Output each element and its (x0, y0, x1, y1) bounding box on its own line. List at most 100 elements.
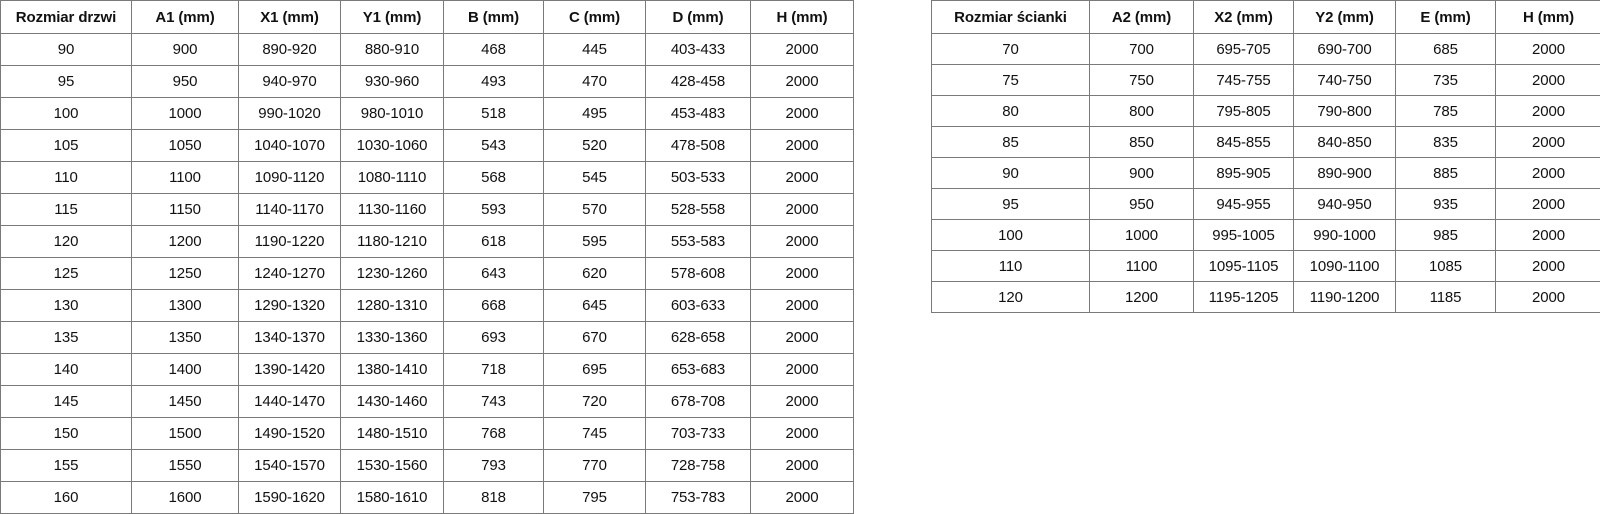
table-cell: 1530-1560 (340, 449, 444, 482)
table-cell: 895-905 (1193, 157, 1294, 189)
table-row: 115 1150 1140-1170 1130-1160 593 570 528-558 20… (0, 193, 854, 226)
table-row: 100 1000 995-1005 990-1000 985 2000 (931, 219, 1600, 251)
column-header-2: X1 (mm) (238, 0, 341, 34)
table-cell: 1185 (1395, 281, 1496, 313)
table-cell: 90 (0, 33, 132, 66)
table-cell: 145 (0, 385, 132, 418)
table-cell: 2000 (750, 321, 854, 354)
column-header-1: A1 (mm) (131, 0, 239, 34)
table-header-row: Rozmiar ścianki A2 (mm) X2 (mm) Y2 (mm) E (m… (931, 0, 1600, 34)
table-cell: 1250 (131, 257, 239, 290)
table-cell: 1095-1105 (1193, 250, 1294, 282)
table-cell: 120 (931, 281, 1090, 313)
table-cell: 753-783 (645, 481, 751, 514)
table-cell: 2000 (750, 353, 854, 386)
table-cell: 1340-1370 (238, 321, 341, 354)
table-cell: 850 (1089, 126, 1194, 158)
table-cell: 720 (543, 385, 646, 418)
table-cell: 2000 (750, 97, 854, 130)
table-cell: 578-608 (645, 257, 751, 290)
column-header-3: Y2 (mm) (1293, 0, 1396, 34)
table-cell: 1350 (131, 321, 239, 354)
table-cell: 685 (1395, 33, 1496, 65)
table-cell: 1040-1070 (238, 129, 341, 162)
table-cell: 593 (443, 193, 544, 226)
table-row: 125 1250 1240-1270 1230-1260 643 620 578-608 20… (0, 257, 854, 290)
table-cell: 1200 (1089, 281, 1194, 313)
table-cell: 930-960 (340, 65, 444, 98)
table-cell: 445 (543, 33, 646, 66)
table-cell: 1450 (131, 385, 239, 418)
table-cell: 1380-1410 (340, 353, 444, 386)
table-cell: 100 (0, 97, 132, 130)
table-cell: 470 (543, 65, 646, 98)
table-row: 120 1200 1190-1220 1180-1210 618 595 553-583 20… (0, 225, 854, 258)
table-cell: 2000 (1495, 188, 1600, 220)
column-header-2: X2 (mm) (1193, 0, 1294, 34)
table-cell: 2000 (1495, 33, 1600, 65)
table-cell: 1195-1205 (1193, 281, 1294, 313)
table-cell: 818 (443, 481, 544, 514)
column-header-5: C (mm) (543, 0, 646, 34)
table-cell: 1100 (1089, 250, 1194, 282)
table-cell: 1000 (131, 97, 239, 130)
table-cell: 990-1000 (1293, 219, 1396, 251)
table-cell: 900 (131, 33, 239, 66)
table-cell: 628-658 (645, 321, 751, 354)
table-cell: 1000 (1089, 219, 1194, 251)
table-row: 80 800 795-805 790-800 785 2000 (931, 95, 1600, 127)
table-cell: 693 (443, 321, 544, 354)
table-cell: 668 (443, 289, 544, 322)
table-cell: 2000 (750, 161, 854, 194)
table-row: 140 1400 1390-1420 1380-1410 718 695 653-683 20… (0, 353, 854, 386)
table-cell: 1150 (131, 193, 239, 226)
column-header-4: B (mm) (443, 0, 544, 34)
table-cell: 115 (0, 193, 132, 226)
table-cell: 795-805 (1193, 95, 1294, 127)
table-cell: 980-1010 (340, 97, 444, 130)
table-cell: 743 (443, 385, 544, 418)
table-cell: 100 (931, 219, 1090, 251)
table-cell: 800 (1089, 95, 1194, 127)
table-cell: 2000 (750, 289, 854, 322)
table-cell: 2000 (750, 129, 854, 162)
table-cell: 770 (543, 449, 646, 482)
table-cell: 790-800 (1293, 95, 1396, 127)
table-row: 75 750 745-755 740-750 735 2000 (931, 64, 1600, 96)
table-row: 90 900 895-905 890-900 885 2000 (931, 157, 1600, 189)
table-cell: 880-910 (340, 33, 444, 66)
table-cell: 1090-1100 (1293, 250, 1396, 282)
table-cell: 1090-1120 (238, 161, 341, 194)
table-cell: 603-633 (645, 289, 751, 322)
table-cell: 70 (931, 33, 1090, 65)
table-row: 100 1000 990-1020 980-1010 518 495 453-483 2000 (0, 97, 854, 130)
table-cell: 695 (543, 353, 646, 386)
table-row: 160 1600 1590-1620 1580-1610 818 795 753-783 20… (0, 481, 854, 514)
wall-table-body: 70 700 695-705 690-700 685 2000 75 750 745-755 74… (931, 33, 1600, 313)
table-cell: 528-558 (645, 193, 751, 226)
table-cell: 1190-1200 (1293, 281, 1396, 313)
door-size-specification-table: Rozmiar drzwi A1 (mm) X1 (mm) Y1 (mm) B (mm)… (0, 0, 854, 514)
table-cell: 728-758 (645, 449, 751, 482)
table-cell: 718 (443, 353, 544, 386)
table-cell: 2000 (750, 385, 854, 418)
table-cell: 95 (0, 65, 132, 98)
table-cell: 890-900 (1293, 157, 1396, 189)
column-header-7: H (mm) (750, 0, 854, 34)
table-cell: 643 (443, 257, 544, 290)
table-cell: 160 (0, 481, 132, 514)
table-row: 110 1100 1090-1120 1080-1110 568 545 503-533 20… (0, 161, 854, 194)
table-cell: 618 (443, 225, 544, 258)
table-cell: 2000 (750, 449, 854, 482)
table-cell: 795 (543, 481, 646, 514)
table-row: 150 1500 1490-1520 1480-1510 768 745 703-733 20… (0, 417, 854, 450)
table-cell: 845-855 (1193, 126, 1294, 158)
table-cell: 75 (931, 64, 1090, 96)
table-cell: 120 (0, 225, 132, 258)
table-row: 120 1200 1195-1205 1190-1200 1185 2000 (931, 281, 1600, 313)
table-cell: 985 (1395, 219, 1496, 251)
column-header-6: D (mm) (645, 0, 751, 34)
table-cell: 2000 (750, 481, 854, 514)
table-cell: 85 (931, 126, 1090, 158)
table-cell: 520 (543, 129, 646, 162)
